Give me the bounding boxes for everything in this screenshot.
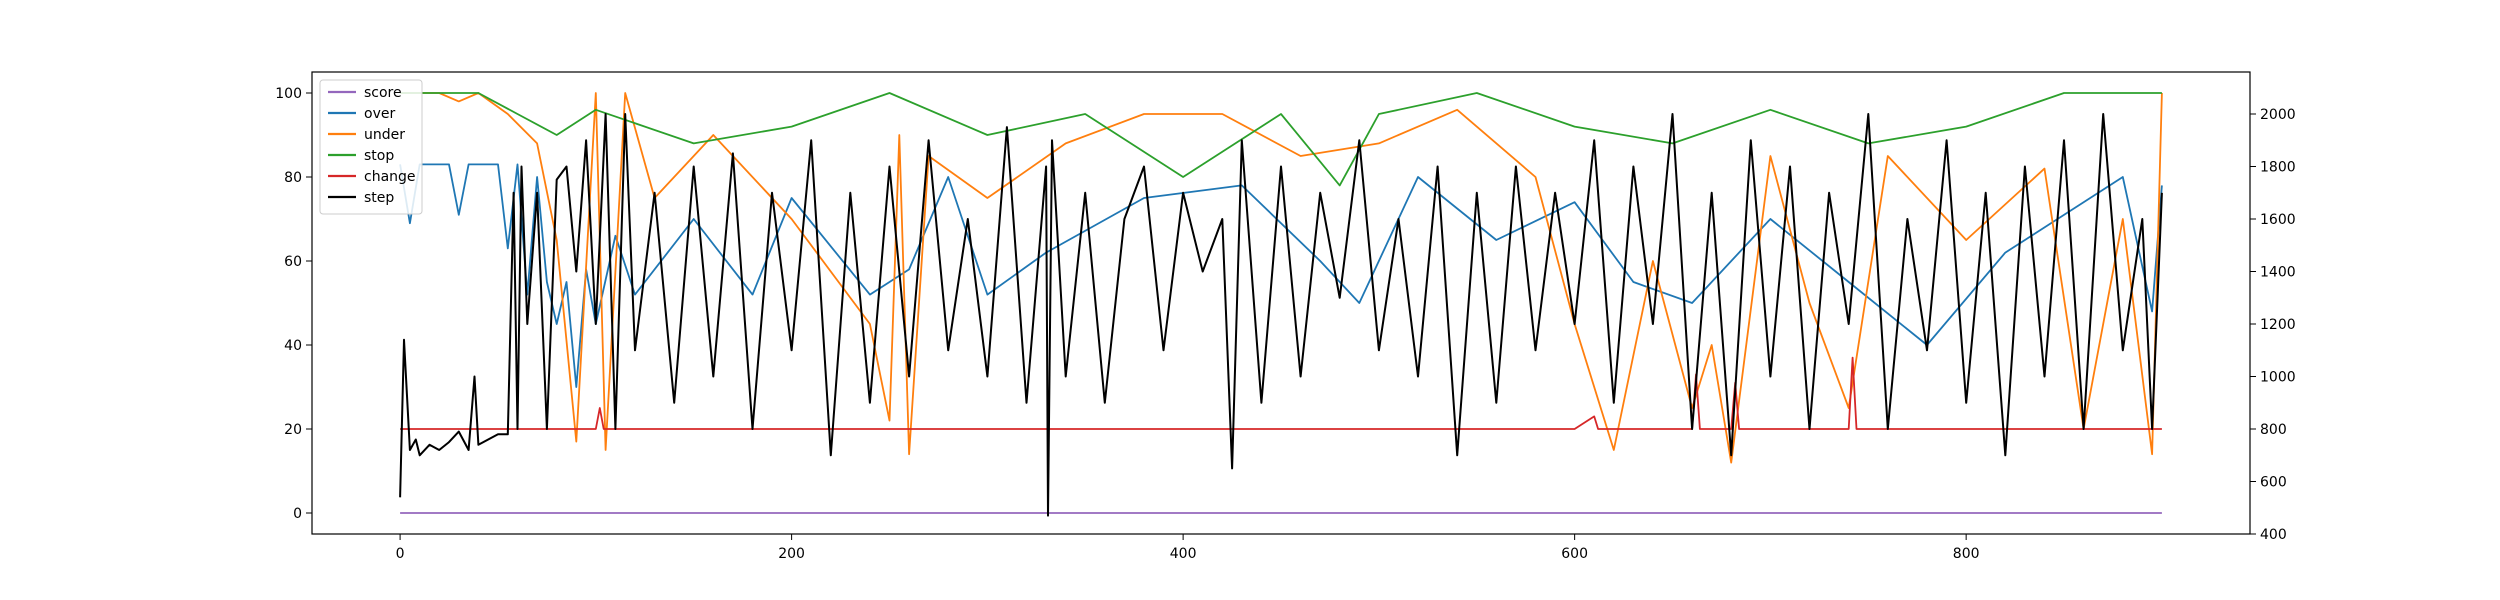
legend-label-score: score bbox=[364, 85, 402, 101]
y-left-tick-label: 20 bbox=[284, 422, 302, 438]
legend-label-over: over bbox=[364, 106, 395, 122]
x-tick-label: 200 bbox=[778, 546, 805, 562]
series-line-over bbox=[399, 163, 2163, 388]
plot-frame bbox=[311, 71, 2251, 535]
y-left-tick-label: 40 bbox=[284, 338, 302, 354]
y-right-tick-label: 1000 bbox=[2260, 370, 2296, 386]
series-line-step bbox=[399, 113, 2163, 517]
y-right-tick-label: 1800 bbox=[2260, 160, 2296, 176]
y-right-tick-label: 1600 bbox=[2260, 212, 2296, 228]
y-right-tick-label: 2000 bbox=[2260, 107, 2296, 123]
legend-label-stop: stop bbox=[364, 148, 394, 164]
y-right-tick-label: 1400 bbox=[2260, 265, 2296, 281]
x-tick-label: 600 bbox=[1561, 546, 1588, 562]
legend-label-step: step bbox=[364, 190, 394, 206]
series-line-under bbox=[400, 92, 2163, 464]
x-tick-label: 0 bbox=[396, 546, 405, 562]
y-right-tick-label: 1200 bbox=[2260, 317, 2296, 333]
y-right-tick-label: 600 bbox=[2260, 475, 2287, 491]
x-tick-label: 800 bbox=[1953, 546, 1980, 562]
x-tick-label: 400 bbox=[1170, 546, 1197, 562]
y-left-tick-label: 80 bbox=[284, 170, 302, 186]
legend-label-change: change bbox=[364, 169, 416, 185]
series-layer bbox=[399, 92, 2163, 517]
axes-layer: 0 200 400 600 800 0 20 40 60 80 100 400 600 800 1000 12… bbox=[275, 86, 2295, 562]
legend: score over under stop change step bbox=[319, 79, 423, 215]
y-right-tick-label: 800 bbox=[2260, 422, 2287, 438]
legend-label-under: under bbox=[364, 127, 405, 143]
series-line-stop bbox=[400, 92, 2162, 187]
y-left-tick-label: 100 bbox=[275, 86, 302, 102]
y-left-tick-label: 0 bbox=[293, 506, 302, 522]
y-left-tick-label: 60 bbox=[284, 254, 302, 270]
series-line-change bbox=[400, 356, 2162, 430]
y-right-tick-label: 400 bbox=[2260, 527, 2287, 543]
